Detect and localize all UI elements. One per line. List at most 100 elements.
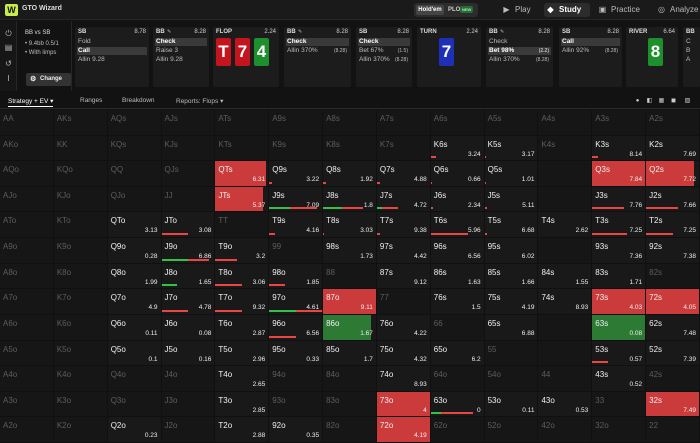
action-node-8[interactable]: RIVER 6.64 8 [626,27,678,87]
hand-cell[interactable]: T7o 9.32 [215,289,270,315]
hand-cell[interactable]: 95s 6.02 [484,238,539,264]
hand-cell[interactable] [538,186,593,213]
hand-cell[interactable]: K4o [53,366,108,392]
hand-cell[interactable]: A4o [0,366,54,392]
hand-cell[interactable]: 66 [430,314,485,341]
hand-cell[interactable]: 84o [323,366,377,392]
hand-cell[interactable]: JTo 3.08 [161,212,216,239]
hand-cell[interactable]: 65o 6.2 [430,340,485,367]
action-node-2[interactable]: FLOP 2.24 T 7 4 [213,27,279,87]
hand-cell[interactable]: A3o [0,391,54,418]
hand-cell[interactable]: QTo 3.13 [107,212,162,239]
action-node-7[interactable]: SB 8.28 Call Allin 92% (8.28) [559,27,622,87]
hand-cell[interactable]: 42o [538,417,593,443]
hand-cell[interactable]: Q8o 1.99 [107,263,162,290]
hand-cell[interactable]: 86o 1.67 [323,314,377,341]
view-half-icon[interactable]: ◧ [646,98,653,104]
hand-cell[interactable]: K9s [269,135,324,162]
hand-cell[interactable]: 93s 7.36 [592,238,647,264]
hand-cell[interactable]: A6s [430,110,485,136]
hand-cell[interactable]: K2s 7.69 [646,135,700,162]
hand-cell[interactable]: AQs [107,110,162,136]
hand-cell[interactable]: T9s 4.16 [269,212,324,239]
action-option[interactable]: Allin 9.28 [155,56,207,64]
change-button[interactable]: ⚙ Change [26,73,71,86]
hand-cell[interactable]: 72s 4.05 [646,289,700,315]
hand-cell[interactable]: A9s [269,110,324,136]
hand-cell[interactable]: KK [53,135,108,162]
hand-cell[interactable]: 82s [646,263,700,290]
hand-cell[interactable]: 94o [269,366,324,392]
hand-cell[interactable]: T5s 6.68 [484,212,539,239]
hand-cell[interactable]: AJo [0,186,54,213]
hand-cell[interactable]: JTs 5.37 [215,186,270,213]
hand-cell[interactable]: T6s 5.96 [430,212,485,239]
nav-analyze[interactable]: ◎ Analyze [658,5,699,14]
action-option[interactable]: Bet 98% (2.2) [488,47,551,55]
hand-cell[interactable]: K3s 8.14 [592,135,647,162]
action-node-1[interactable]: BB 8.28 ✎ Check Raise 3 Allin 9.28 [153,27,209,87]
hand-cell[interactable] [538,314,593,341]
hand-cell[interactable]: T3s 7.25 [592,212,647,239]
action-option[interactable]: Call [561,38,620,46]
view-grid-icon[interactable]: ▦ [658,98,665,104]
power-icon[interactable]: ⏻ [5,29,12,38]
hand-cell[interactable]: 74s 8.93 [538,289,593,315]
hand-cell[interactable]: 87o 9.11 [323,289,377,315]
hand-cell[interactable]: AKs [53,110,108,136]
tab-strategy-ev[interactable]: Strategy + EV ▾ [8,98,54,107]
action-option[interactable]: Allin 9.28 [77,56,147,64]
hand-cell[interactable]: 74o 8.93 [376,366,431,392]
hand-cell[interactable]: KJo [53,186,108,213]
hand-cell[interactable]: 42s [646,366,700,392]
hand-cell[interactable]: ATs [215,110,270,136]
hand-cell[interactable]: K9o [53,238,108,264]
hand-cell[interactable]: QJo [107,186,162,213]
hand-cell[interactable]: T4o 2.65 [215,366,270,392]
hand-cell[interactable]: 64o [430,366,485,392]
hand-cell[interactable]: 44 [538,366,593,392]
hand-cell[interactable]: 32s 7.49 [646,391,700,418]
hand-cell[interactable]: J4o [161,366,216,392]
action-option[interactable]: Check [286,38,349,46]
hand-cell[interactable]: A6o [0,314,54,341]
hand-cell[interactable]: 75o 4.32 [376,340,431,367]
hand-cell[interactable]: 93o [269,391,324,418]
hand-cell[interactable]: Q7s 4.88 [376,161,431,187]
hand-cell[interactable]: 76s 1.5 [430,289,485,315]
edit-icon[interactable]: ✎ [167,29,172,35]
hand-cell[interactable]: A8s [323,110,377,136]
hand-cell[interactable]: J6s 2.34 [430,186,485,213]
hand-cell[interactable]: QJs [161,161,216,187]
hand-cell[interactable]: J8s 1.8 [323,186,377,213]
hand-cell[interactable]: 55 [484,340,539,367]
hand-cell[interactable]: 76o 4.22 [376,314,431,341]
action-node-5[interactable]: TURN 2.24 7 [417,27,481,87]
hand-cell[interactable]: 65s 6.88 [484,314,539,341]
action-option[interactable]: Bet 67% (1.5) [358,47,410,55]
hand-cell[interactable]: 99 [269,238,324,264]
hand-cell[interactable]: T8s 3.03 [323,212,377,239]
hand-cell[interactable]: 84s 1.55 [538,263,593,290]
hand-cell[interactable]: 72o 4.19 [376,417,431,443]
hand-cell[interactable]: 62o [430,417,485,443]
hand-cell[interactable]: 22 [646,417,700,443]
hand-cell[interactable]: KQs [107,135,162,162]
hand-cell[interactable] [538,238,593,264]
hand-cell[interactable]: 96o 6.56 [269,314,324,341]
action-node-0[interactable]: SB 8.78 Fold Call Allin 9.28 [75,27,149,87]
hand-cell[interactable]: J2s 7.66 [646,186,700,213]
hand-cell[interactable]: 98s 1.73 [323,238,377,264]
hand-cell[interactable]: T4s 2.62 [538,212,593,239]
action-option[interactable]: Check [488,38,551,46]
hand-cell[interactable]: J7s 4.72 [376,186,431,213]
hand-cell[interactable]: A4s [538,110,593,136]
hand-cell[interactable]: KTs [215,135,270,162]
hand-cell[interactable]: T2s 7.25 [646,212,700,239]
undo-icon[interactable]: ↺ [5,59,12,68]
hand-cell[interactable]: Q8s 1.92 [323,161,377,187]
hand-cell[interactable]: KTo [53,212,108,239]
tab-ranges[interactable]: Ranges [80,97,103,104]
hand-cell[interactable]: Q4o [107,366,162,392]
hand-cell[interactable]: QTs 6.31 [215,161,270,187]
